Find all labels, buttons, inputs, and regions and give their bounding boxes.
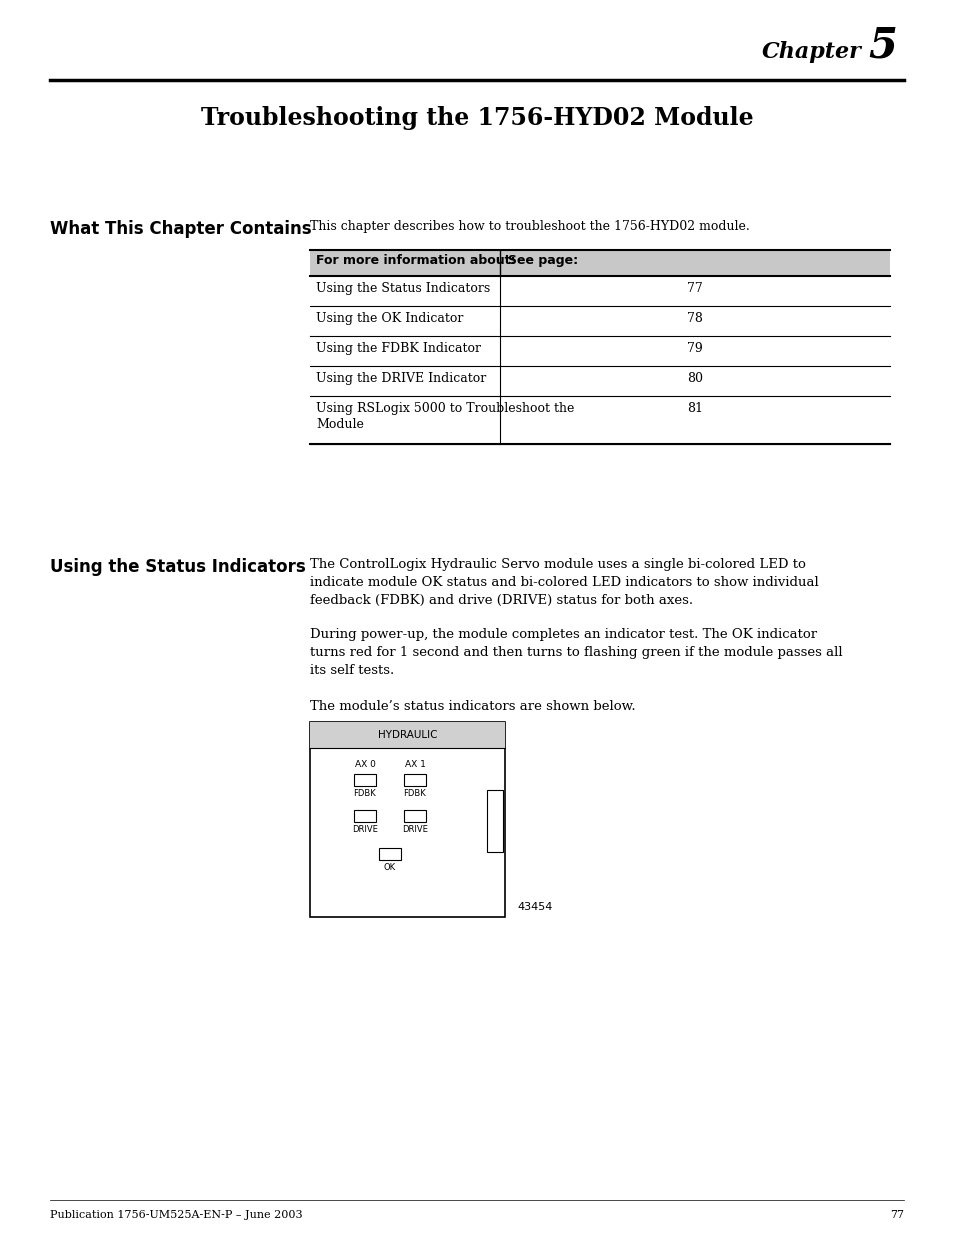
Text: See page:: See page:: [507, 254, 578, 267]
Text: AX 1: AX 1: [404, 760, 425, 769]
Bar: [486, 790, 502, 852]
Text: Using the FDBK Indicator: Using the FDBK Indicator: [315, 342, 480, 354]
Text: The ControlLogix Hydraulic Servo module uses a single bi-colored LED to
indicate: The ControlLogix Hydraulic Servo module …: [310, 558, 818, 606]
Text: 77: 77: [889, 1210, 903, 1220]
Text: AX 0: AX 0: [355, 760, 375, 769]
Text: 78: 78: [686, 312, 702, 325]
Bar: [310, 722, 504, 748]
Bar: [310, 722, 504, 918]
Text: Chapter: Chapter: [761, 41, 861, 63]
Bar: [354, 810, 375, 823]
Text: 5: 5: [867, 25, 896, 67]
Text: 80: 80: [686, 372, 702, 385]
Text: For more information about:: For more information about:: [315, 254, 515, 267]
Bar: [403, 774, 426, 785]
Text: Using RSLogix 5000 to Troubleshoot the
Module: Using RSLogix 5000 to Troubleshoot the M…: [315, 403, 574, 431]
Text: Using the Status Indicators: Using the Status Indicators: [315, 282, 490, 295]
Text: HYDRAULIC: HYDRAULIC: [377, 730, 436, 740]
Text: Using the Status Indicators: Using the Status Indicators: [50, 558, 305, 576]
Bar: [403, 810, 426, 823]
Text: This chapter describes how to troubleshoot the 1756-HYD02 module.: This chapter describes how to troublesho…: [310, 220, 749, 233]
Text: Publication 1756-UM525A-EN-P – June 2003: Publication 1756-UM525A-EN-P – June 2003: [50, 1210, 302, 1220]
Bar: [310, 249, 889, 275]
Text: DRIVE: DRIVE: [401, 825, 428, 834]
Bar: [354, 774, 375, 785]
Text: 43454: 43454: [517, 902, 552, 911]
Text: During power-up, the module completes an indicator test. The OK indicator
turns : During power-up, the module completes an…: [310, 629, 841, 677]
Bar: [378, 848, 400, 860]
Text: Using the OK Indicator: Using the OK Indicator: [315, 312, 463, 325]
Text: Troubleshooting the 1756-HYD02 Module: Troubleshooting the 1756-HYD02 Module: [200, 106, 753, 130]
Text: OK: OK: [383, 863, 395, 872]
Text: 77: 77: [686, 282, 702, 295]
Text: 81: 81: [686, 403, 702, 415]
Text: The module’s status indicators are shown below.: The module’s status indicators are shown…: [310, 700, 635, 713]
Text: DRIVE: DRIVE: [352, 825, 377, 834]
Text: 79: 79: [686, 342, 702, 354]
Text: FDBK: FDBK: [354, 789, 376, 798]
Text: Using the DRIVE Indicator: Using the DRIVE Indicator: [315, 372, 486, 385]
Text: What This Chapter Contains: What This Chapter Contains: [50, 220, 312, 238]
Text: FDBK: FDBK: [403, 789, 426, 798]
